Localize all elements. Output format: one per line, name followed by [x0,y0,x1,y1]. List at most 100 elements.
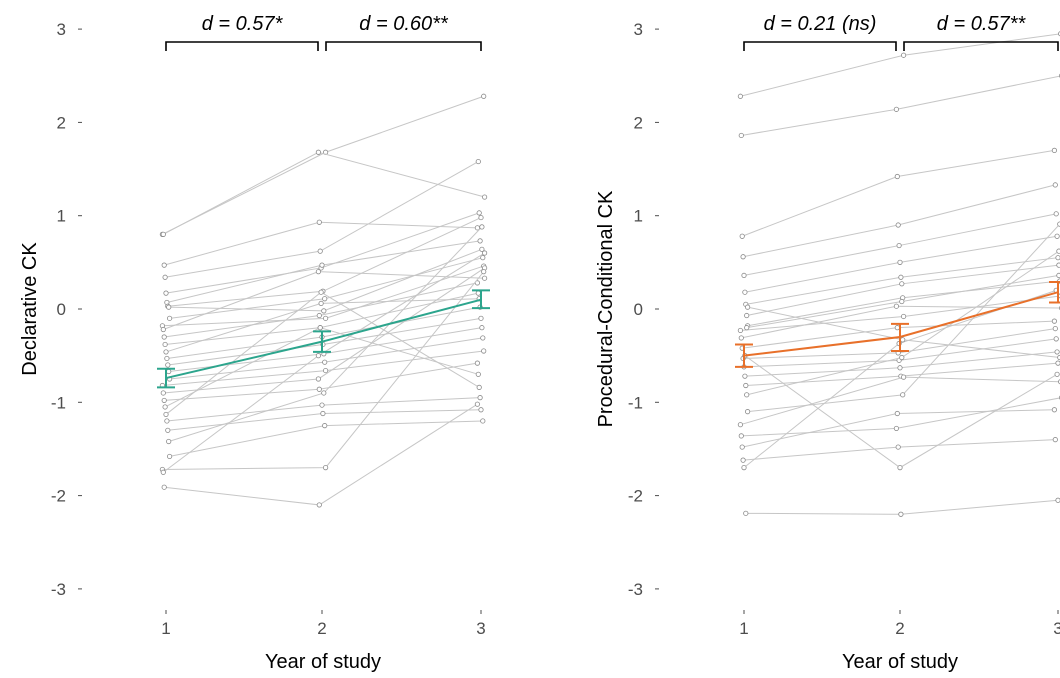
individual-data-point [316,377,320,381]
x-tick-label: 1 [739,619,748,638]
individual-data-point [740,234,744,238]
individual-data-point [894,107,898,111]
individual-data-point [481,419,485,423]
individual-data-point [738,328,742,332]
individual-trajectory-line [165,162,478,278]
effect-size-annotation: d = 0.21 (ns) [764,13,877,35]
individual-trajectory-line [740,34,1060,97]
individual-data-point [897,243,901,247]
individual-data-point [478,395,482,399]
individual-data-point [480,325,484,329]
individual-data-point [901,393,905,397]
individual-data-point [161,232,165,236]
individual-data-point [901,53,905,57]
individual-data-point [739,133,743,137]
individual-data-point [318,325,322,329]
individual-data-point [322,309,326,313]
individual-data-point [1052,148,1056,152]
individual-data-point [744,511,748,515]
individual-data-point [745,305,749,309]
individual-trajectory-line [741,398,1060,436]
individual-data-point [166,428,170,432]
individual-trajectory-line [748,281,1060,326]
individual-data-point [477,211,481,215]
individual-data-point [740,445,744,449]
x-tick-label: 3 [476,619,485,638]
individual-data-point [738,422,742,426]
individual-data-point [476,372,480,376]
individual-data-point [482,195,486,199]
individual-data-point [481,255,485,259]
individual-data-point [317,220,321,224]
x-tick-label: 3 [1053,619,1060,638]
individual-data-point [479,215,483,219]
individual-data-point [167,369,171,373]
y-tick-label: 3 [634,20,643,39]
individual-data-point [163,275,167,279]
significance-bracket [326,42,481,51]
y-axis-label: Declarative CK [19,242,41,376]
individual-data-point [321,411,325,415]
individual-data-point [745,409,749,413]
individual-data-point [745,325,749,329]
individual-data-point [316,353,320,357]
individual-data-point [323,297,327,301]
individual-data-point [162,263,166,267]
individual-data-point [165,419,169,423]
individual-data-point [899,275,903,279]
individual-data-point [894,426,898,430]
y-tick-label: -1 [51,393,66,412]
y-tick-label: 2 [57,113,66,132]
individual-data-point [900,282,904,286]
individual-data-point [900,355,904,359]
individual-data-point [481,336,485,340]
individual-data-point [164,412,168,416]
individual-data-point [479,408,483,412]
individual-data-point [323,465,327,469]
individual-data-point [316,269,320,273]
individual-data-point [739,336,743,340]
y-tick-label: -3 [51,580,66,599]
individual-trajectory-line [169,328,482,372]
individual-data-point [1056,255,1060,259]
individual-data-point [318,249,322,253]
individual-data-point [1052,408,1056,412]
individual-data-point [167,439,171,443]
individual-data-point [480,225,484,229]
individual-data-point [482,349,486,353]
individual-data-point [895,411,899,415]
individual-data-point [162,485,166,489]
individual-data-point [165,356,169,360]
individual-data-point [482,94,486,98]
individual-data-point [319,290,323,294]
individual-data-point [475,361,479,365]
individual-trajectory-line [164,222,477,265]
significance-bracket [904,42,1058,51]
individual-data-point [742,273,746,277]
individual-data-point [1056,498,1060,502]
individual-data-point [482,251,486,255]
individual-data-point [743,374,747,378]
individual-data-point [320,403,324,407]
individual-data-point [900,299,904,303]
individual-data-point [901,338,905,342]
individual-data-point [482,269,486,273]
individual-data-point [161,391,165,395]
individual-data-point [899,512,903,516]
individual-data-point [478,239,482,243]
x-axis-label: Year of study [842,651,958,673]
individual-data-point [319,301,323,305]
individual-data-point [901,375,905,379]
individual-data-point [167,305,171,309]
individual-data-point [317,387,321,391]
y-tick-label: 2 [634,113,643,132]
individual-data-point [1055,372,1059,376]
individual-trajectory-line [164,404,477,505]
y-tick-label: 1 [634,207,643,226]
individual-data-point [479,316,483,320]
individual-data-point [482,276,486,280]
individual-data-point [1056,361,1060,365]
y-tick-label: -2 [51,487,66,506]
effect-size-annotation: d = 0.57** [937,13,1027,35]
